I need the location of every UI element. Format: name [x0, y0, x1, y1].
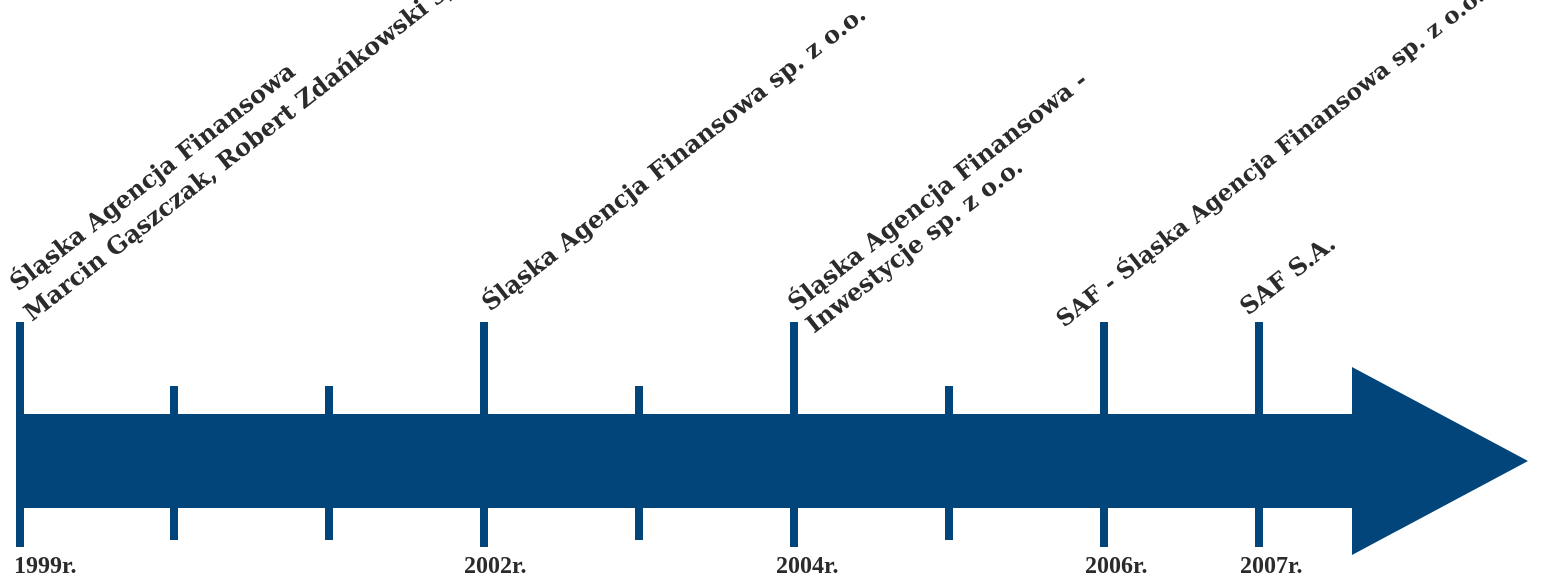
year-label-2007: 2007r.	[1240, 553, 1302, 579]
year-label-2002: 2002r.	[464, 553, 526, 579]
event-name-1999-line-2: Marcin Gąszczak, Robert Zdańkowski sp.j.	[18, 0, 484, 327]
event-tick-2004	[790, 322, 798, 547]
event-tick-2007	[1255, 322, 1263, 547]
minor-tick	[325, 386, 333, 540]
event-name-2007: SAF S.A.	[1234, 228, 1341, 321]
event-tick-2006	[1100, 322, 1108, 547]
event-name-2004-line-1: Śląska Agencja Finansowa -	[782, 65, 1093, 317]
event-name-1999-line-1: Śląska Agencja Finansowa	[4, 56, 301, 297]
event-name-2004-line-2: Inwestycje sp. z o.o.	[800, 152, 1028, 339]
event-tick-2002	[480, 322, 488, 547]
minor-tick	[945, 386, 953, 540]
timeline-arrow	[16, 367, 1528, 555]
year-label-1999: 1999r.	[14, 553, 76, 579]
year-label-2004: 2004r.	[776, 553, 838, 579]
minor-tick	[170, 386, 178, 540]
minor-tick	[635, 386, 643, 540]
event-tick-1999	[16, 322, 24, 547]
year-label-2006: 2006r.	[1085, 553, 1147, 579]
